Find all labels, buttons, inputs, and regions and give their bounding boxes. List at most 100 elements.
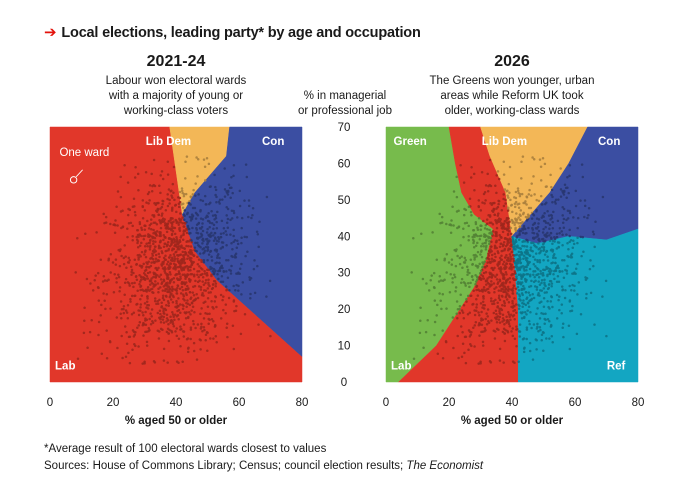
ward-point <box>486 227 489 231</box>
ward-point <box>209 337 212 340</box>
ward-point <box>156 207 160 211</box>
ward-point <box>474 233 478 237</box>
ward-point <box>496 214 500 217</box>
ward-point <box>478 262 481 266</box>
ward-point <box>519 209 523 212</box>
ward-point <box>147 260 150 263</box>
ward-point <box>581 175 585 179</box>
ward-point <box>580 254 583 258</box>
ward-point <box>501 320 504 323</box>
ward-point <box>191 319 195 323</box>
ward-point <box>205 157 209 160</box>
ward-point <box>139 297 142 301</box>
ward-point <box>133 294 137 298</box>
ward-point <box>561 214 564 217</box>
ward-point <box>163 242 166 246</box>
ward-point <box>157 246 161 250</box>
ward-points <box>74 155 272 365</box>
ward-point <box>199 348 202 351</box>
ward-point <box>498 311 501 315</box>
ward-point <box>551 250 554 253</box>
ward-point <box>554 261 557 265</box>
ward-point <box>206 219 210 223</box>
ward-point <box>186 211 189 215</box>
ward-point <box>141 362 144 365</box>
ward-point <box>179 292 183 295</box>
ward-point <box>144 323 148 327</box>
ward-point <box>197 275 200 279</box>
ward-point <box>506 249 510 252</box>
ward-point <box>534 252 538 255</box>
ward-point <box>202 259 206 262</box>
ward-point <box>113 231 117 235</box>
ward-point <box>186 267 190 270</box>
ward-point <box>464 284 467 287</box>
ward-point <box>170 288 174 291</box>
ward-point <box>479 245 483 248</box>
ward-point <box>199 285 203 289</box>
ward-point <box>469 281 472 285</box>
ward-point <box>535 288 539 291</box>
ward-point <box>412 357 416 361</box>
ward-point <box>509 266 512 269</box>
ward-point <box>588 267 592 271</box>
ward-point <box>544 312 547 315</box>
ward-point <box>139 255 142 258</box>
ward-point <box>218 202 221 205</box>
ward-point <box>426 318 429 322</box>
ward-point <box>488 228 491 232</box>
ward-point <box>166 160 170 164</box>
ward-point <box>555 317 559 320</box>
ward-point <box>516 234 519 238</box>
ward-point <box>240 293 243 296</box>
ward-point <box>485 234 488 238</box>
ward-point <box>150 227 153 231</box>
ward-point <box>210 259 214 262</box>
ward-point <box>502 197 505 201</box>
ward-point <box>129 298 132 301</box>
ward-point <box>560 230 563 233</box>
y-tick-label: 40 <box>338 231 351 243</box>
ward-point <box>243 235 246 239</box>
ward-point <box>568 240 571 244</box>
ward-point <box>568 174 571 178</box>
ward-point <box>181 330 185 333</box>
ward-point <box>182 255 186 259</box>
ward-point <box>204 312 207 315</box>
sources-text: Sources: House of Commons Library; Censu… <box>44 460 407 472</box>
ward-point <box>500 258 504 261</box>
ward-point <box>497 296 501 300</box>
ward-point <box>421 277 425 281</box>
ward-point <box>181 246 184 250</box>
ward-point <box>464 258 467 262</box>
ward-point <box>200 225 204 229</box>
ward-point <box>169 280 172 283</box>
ward-point <box>150 308 154 311</box>
ward-point <box>153 231 157 234</box>
ward-point <box>517 307 521 310</box>
ward-point <box>166 227 170 230</box>
ward-point <box>555 235 559 239</box>
ward-point <box>526 251 530 254</box>
ward-point <box>475 303 479 306</box>
ward-point <box>481 261 484 264</box>
ward-point <box>127 222 131 225</box>
ward-point <box>484 271 488 274</box>
ward-point <box>185 231 189 235</box>
ward-point <box>473 324 477 327</box>
ward-point <box>174 273 177 277</box>
ward-point <box>123 293 126 296</box>
y-tick-label: 30 <box>338 268 351 280</box>
ward-point <box>137 345 140 348</box>
ward-point <box>486 261 489 264</box>
ward-point <box>176 257 179 261</box>
ward-point <box>539 272 543 275</box>
ward-point <box>460 309 464 312</box>
ward-point <box>568 284 571 288</box>
ward-point <box>172 241 175 244</box>
ward-point <box>140 228 144 231</box>
ward-point <box>530 241 533 245</box>
ward-point <box>156 311 160 315</box>
ward-point <box>189 231 192 235</box>
